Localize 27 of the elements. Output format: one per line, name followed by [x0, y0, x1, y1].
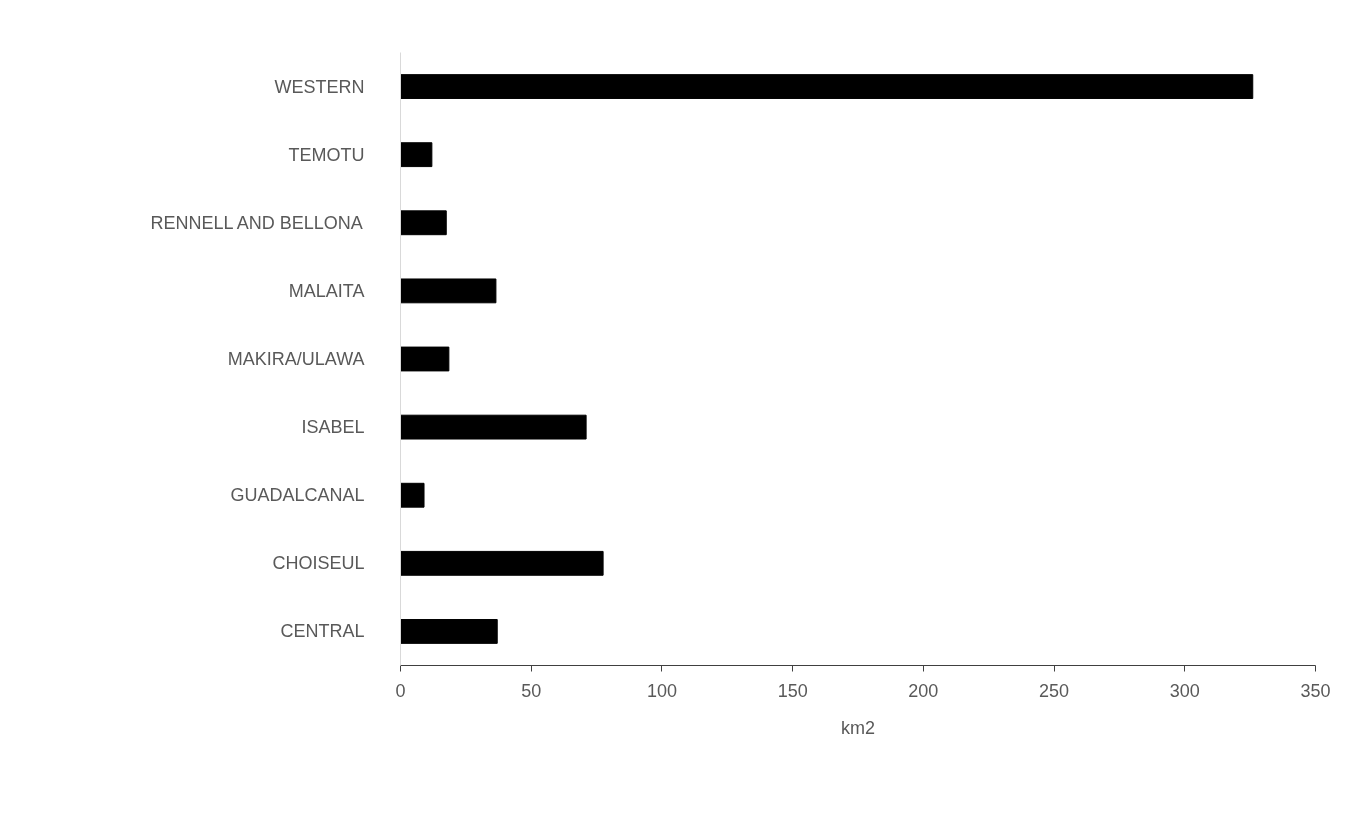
- bar: [400, 278, 497, 304]
- y-tick-label: TEMOTU: [288, 144, 365, 165]
- bar: [400, 142, 433, 168]
- bar: [400, 550, 604, 576]
- y-tick-label: MALAITA: [288, 280, 365, 301]
- y-tick-label: RENNELL AND BELLONA: [150, 212, 363, 233]
- y-tick-label: GUADALCANAL: [230, 485, 365, 506]
- y-tick-label: ISABEL: [301, 417, 365, 438]
- x-tick-label: 100: [646, 680, 677, 701]
- x-tick-label: 50: [521, 680, 542, 701]
- y-tick-label: CHOISEUL: [272, 553, 365, 574]
- bar: [400, 414, 587, 440]
- x-tick-label: 250: [1039, 680, 1070, 701]
- x-tick-label: 150: [777, 680, 808, 701]
- x-tick-label: 200: [908, 680, 939, 701]
- x-axis-title: km2: [841, 717, 876, 738]
- y-tick-label: WESTERN: [274, 76, 365, 97]
- y-tick-label: MAKIRA/ULAWA: [227, 349, 365, 369]
- bar: [400, 210, 447, 236]
- bar: [400, 619, 498, 644]
- bar: [400, 482, 425, 508]
- bar: [400, 74, 1254, 99]
- bar: [400, 346, 450, 372]
- x-tick-label: 300: [1169, 680, 1200, 701]
- x-tick-label: 350: [1300, 680, 1331, 701]
- y-tick-label: CENTRAL: [280, 621, 365, 642]
- x-tick-label: 0: [395, 680, 406, 701]
